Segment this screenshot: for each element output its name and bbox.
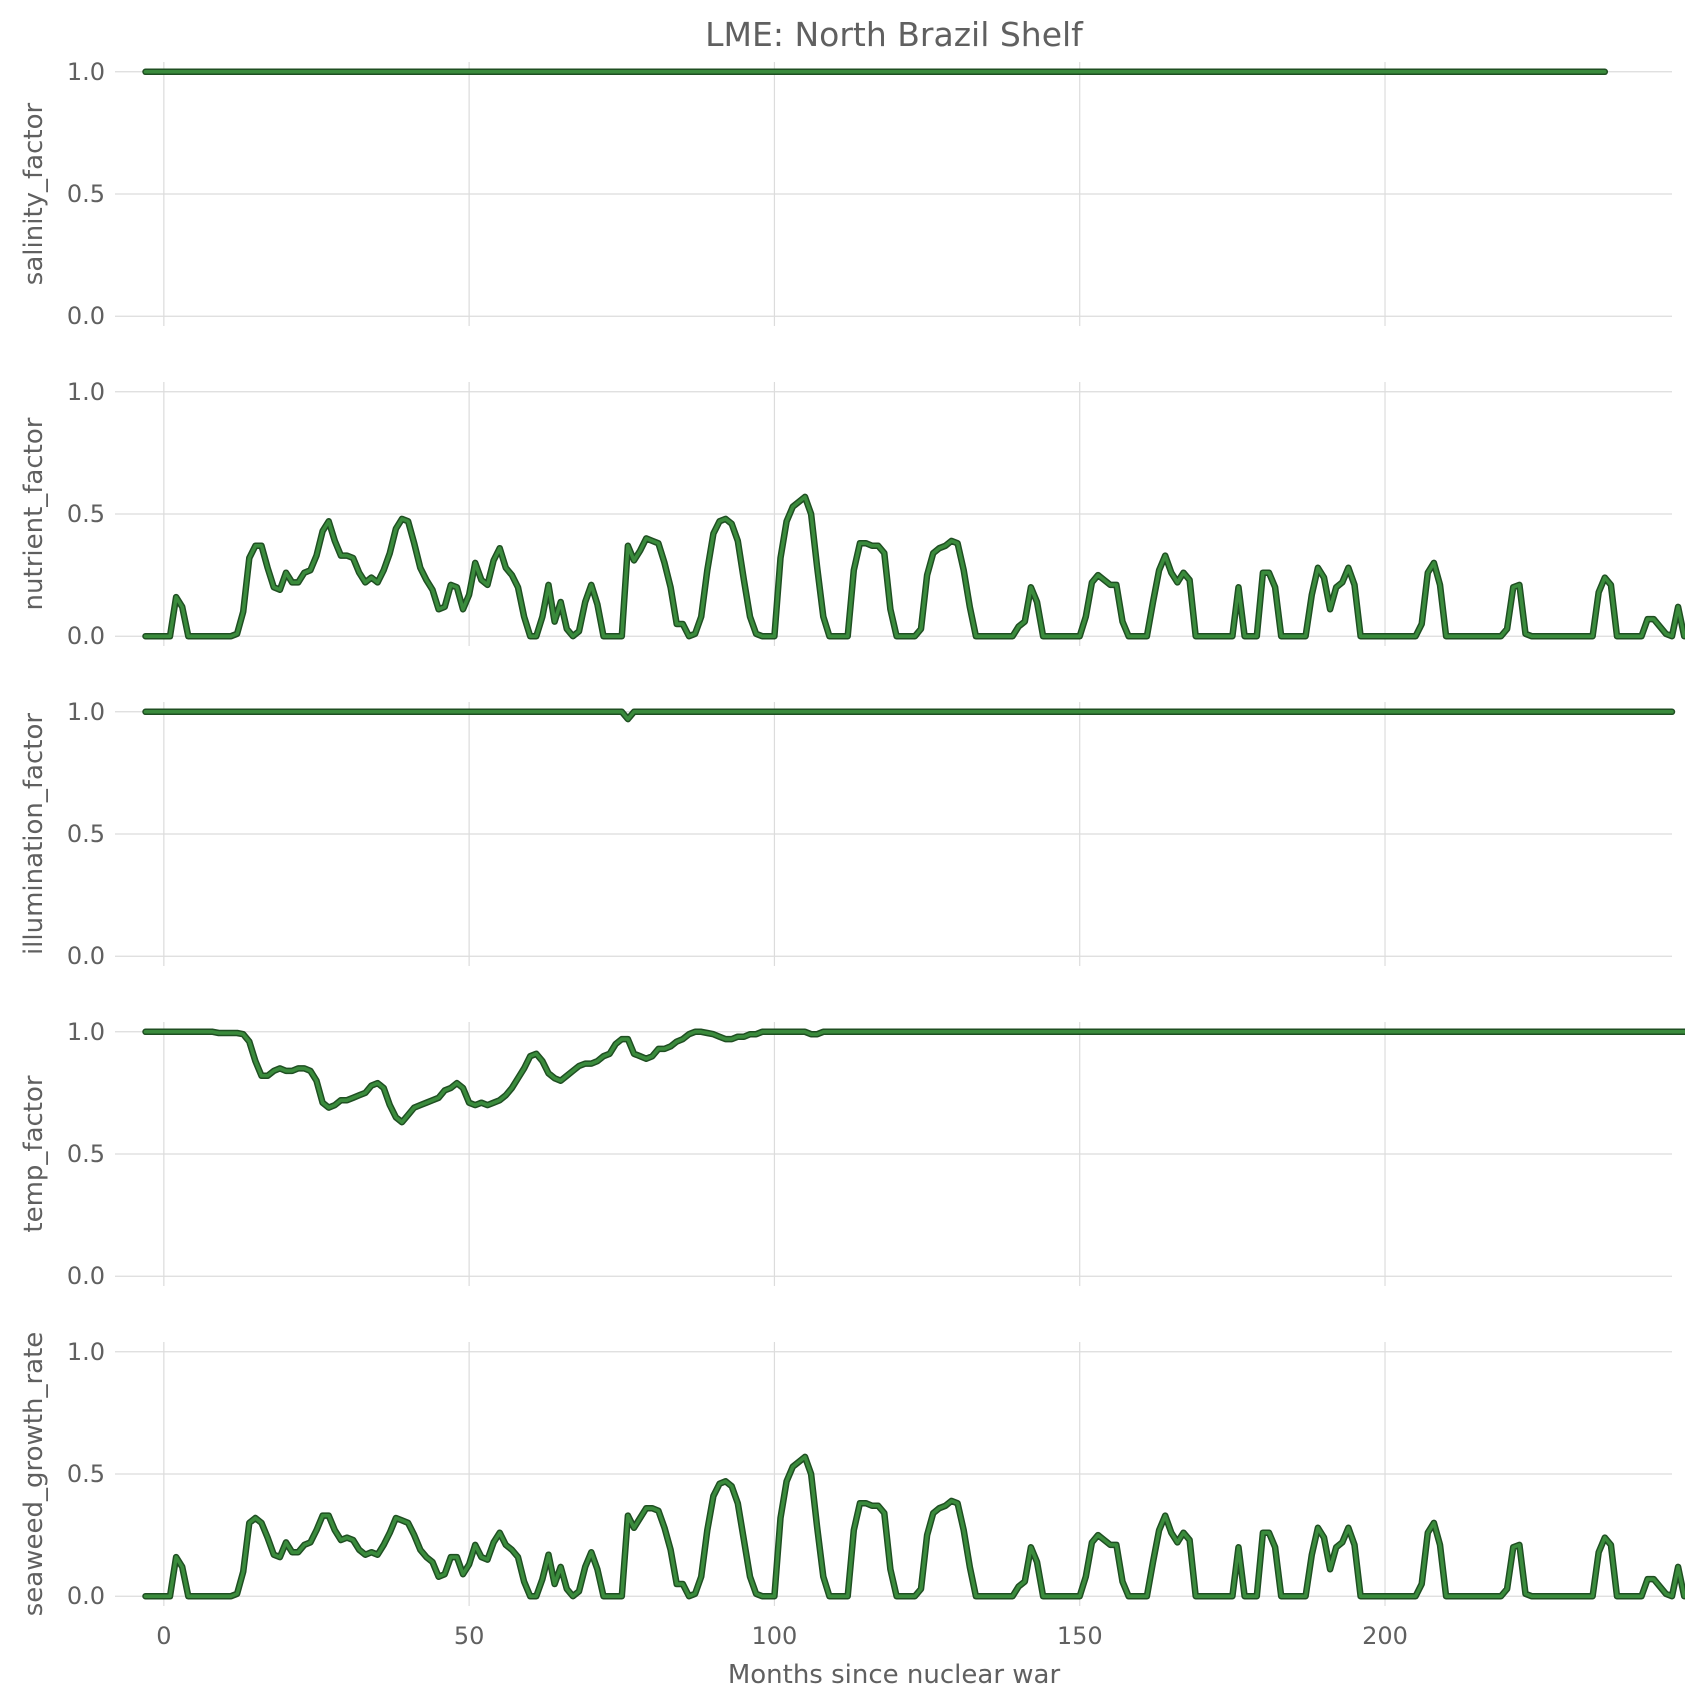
y-tick-label: 0.5 (67, 1460, 105, 1488)
y-tick-label: 0.5 (67, 1140, 105, 1168)
x-tick-label: 200 (1362, 1622, 1408, 1650)
panels: 0.0 0.5 1.0 salinity_factor 0.0 0.5 1.0 nutrien… (19, 58, 1685, 1650)
series-line-outline (142, 1028, 1685, 1126)
series-line (143, 1030, 1685, 1124)
y-tick-label: 0.0 (67, 942, 105, 970)
chart-title: LME: North Brazil Shelf (705, 15, 1084, 54)
y-tick-label: 0.0 (67, 1262, 105, 1290)
y-tick-label: 0.0 (67, 622, 105, 650)
x-tick-label: 100 (752, 1622, 798, 1650)
series-line (143, 495, 1685, 638)
panel-temp_factor: 0.0 0.5 1.0 temp_factor (19, 1018, 1685, 1290)
series-line (143, 710, 1674, 721)
panel-salinity_factor: 0.0 0.5 1.0 salinity_factor (19, 58, 1672, 330)
series-line-outline (142, 1453, 1685, 1600)
y-tick-label: 1.0 (67, 698, 105, 726)
y-tick-label: 1.0 (67, 1018, 105, 1046)
panel-illumination_factor: 0.0 0.5 1.0 illumination_factor (19, 698, 1676, 970)
y-tick-label: 0.0 (67, 302, 105, 330)
series-line-outline (142, 493, 1685, 640)
series-line (143, 1455, 1685, 1598)
y-axis-label: salinity_factor (19, 103, 49, 286)
x-axis-label: Months since nuclear war (728, 1660, 1061, 1690)
panel-nutrient_factor: 0.0 0.5 1.0 nutrient_factor (19, 378, 1685, 650)
y-axis-label: temp_factor (19, 1075, 49, 1233)
y-tick-label: 0.0 (67, 1582, 105, 1610)
y-tick-label: 1.0 (67, 1338, 105, 1366)
x-tick-label: 50 (454, 1622, 485, 1650)
y-tick-label: 1.0 (67, 378, 105, 406)
y-tick-label: 0.5 (67, 820, 105, 848)
x-tick-label: 0 (156, 1622, 171, 1650)
x-tick-label: 150 (1057, 1622, 1103, 1650)
y-tick-label: 0.5 (67, 180, 105, 208)
y-axis-label: illumination_factor (19, 713, 49, 955)
y-tick-label: 1.0 (67, 58, 105, 86)
y-axis-label: seaweed_growth_rate (19, 1332, 49, 1617)
panel-seaweed_growth_rate: 0.0 0.5 1.0 seaweed_growth_rate (19, 1332, 1685, 1617)
y-axis-label: nutrient_factor (19, 417, 49, 610)
y-tick-label: 0.5 (67, 500, 105, 528)
